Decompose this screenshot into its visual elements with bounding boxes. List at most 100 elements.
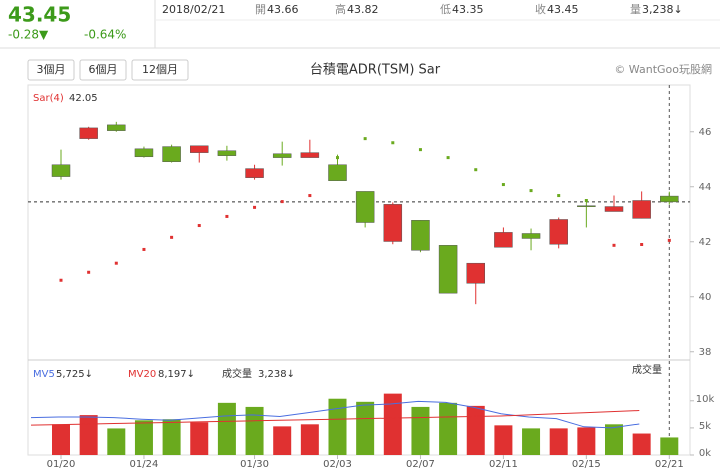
x-tick-label: 01/20 (47, 459, 76, 470)
volume-bar (660, 437, 679, 455)
sar-dot (280, 200, 284, 204)
sar-legend-value: 42.05 (69, 93, 98, 104)
sar-dot (446, 156, 450, 160)
candle-body (549, 219, 568, 245)
volume-panel-label: 成交量 (632, 363, 662, 376)
field-value: 3,238↓ (642, 3, 683, 16)
volume-bar (494, 425, 513, 455)
y-tick-label: 40 (699, 292, 712, 303)
volume-bar (632, 433, 651, 455)
sar-dot (612, 243, 616, 247)
volume-bar (577, 427, 596, 455)
sar-dot (584, 199, 588, 202)
range-button[interactable] (131, 59, 189, 81)
candle-body (438, 245, 458, 294)
candle-body (300, 152, 320, 158)
candle-body (190, 145, 209, 153)
volume-bar (356, 401, 375, 455)
y-tick-label: 46 (699, 127, 712, 138)
legend-value: 5,725↓ (56, 369, 93, 380)
candle-body (466, 262, 485, 284)
volume-bar (439, 402, 458, 455)
volume-bar (273, 426, 292, 455)
candle-body (577, 205, 596, 207)
x-tick-label: 02/07 (406, 459, 435, 470)
legend-value: 8,197↓ (158, 369, 195, 380)
sar-dot (640, 243, 644, 246)
candle-body (272, 153, 292, 158)
sar-dot (142, 247, 146, 251)
volume-bar (217, 402, 236, 455)
candle-body (494, 232, 513, 248)
range-button[interactable] (79, 59, 127, 81)
y-tick-label: 0k (699, 448, 711, 459)
volume-bar (79, 415, 98, 455)
y-tick-label: 5k (699, 421, 711, 432)
price-change: -0.28▼ (8, 28, 49, 42)
sar-dot (363, 137, 367, 141)
sar-dot (474, 168, 478, 172)
y-tick-label: 42 (699, 237, 712, 248)
range-button-label[interactable]: 3個月 (37, 63, 66, 76)
field-value: 43.45 (547, 3, 579, 16)
field-label: 高 (335, 2, 346, 16)
candle-body (51, 164, 71, 177)
sar-dot (418, 148, 422, 152)
range-button-label[interactable]: 12個月 (142, 63, 178, 76)
sar-dot (336, 156, 339, 160)
volume-bar (245, 406, 264, 455)
volume-bar (411, 406, 430, 455)
candle-body (521, 233, 541, 239)
x-tick-label: 02/11 (489, 459, 518, 470)
sar-legend-name: Sar(4) (33, 93, 64, 104)
price: 43.45 (8, 3, 71, 27)
sar-dot (391, 141, 395, 145)
candle-body (162, 146, 181, 162)
sar-dot (529, 189, 533, 193)
sar-dot (225, 214, 229, 218)
volume-bar (162, 419, 181, 455)
field-label: 量 (630, 3, 641, 16)
date: 2018/02/21 (162, 3, 225, 16)
legend-name: MV20 (128, 369, 156, 380)
candle-body (328, 164, 347, 181)
candle-body (660, 195, 679, 203)
y-tick-label: 10k (696, 394, 715, 405)
field-value: 43.66 (267, 3, 299, 16)
volume-legend-value: 3,238↓ (258, 369, 295, 380)
sar-dot (170, 235, 174, 239)
candle-body (245, 168, 264, 178)
x-tick-label: 01/24 (130, 459, 159, 470)
range-button[interactable] (27, 59, 75, 81)
volume-bar (107, 428, 126, 455)
volume-bar (134, 420, 153, 455)
y-tick-label: 38 (699, 347, 712, 358)
volume-bar (52, 424, 70, 455)
x-tick-label: 01/30 (240, 459, 269, 470)
field-value: 43.35 (452, 3, 484, 16)
sar-dot (253, 205, 257, 209)
candle-body (604, 206, 624, 212)
moving-average-line (30, 400, 640, 429)
volume-bar (300, 424, 319, 455)
candle-body (79, 127, 98, 139)
candle-body (355, 191, 375, 223)
sar-dot (501, 183, 505, 187)
range-button-label[interactable]: 6個月 (89, 63, 118, 76)
field-value: 43.82 (347, 3, 379, 16)
x-tick-label: 02/21 (655, 459, 684, 470)
candle-body (134, 148, 154, 158)
sar-dot (114, 261, 118, 265)
field-label: 低 (440, 3, 451, 16)
candle-body (632, 200, 651, 219)
volume-bar (522, 428, 541, 455)
sar-dot (667, 238, 671, 242)
volume-bar (190, 422, 209, 455)
percent-change: -0.64% (84, 28, 126, 42)
candle-body (107, 124, 126, 131)
volume-bar (466, 405, 485, 455)
sar-dot (557, 194, 561, 198)
y-tick-label: 44 (699, 182, 712, 193)
sar-dot (308, 194, 312, 198)
field-label: 開 (255, 3, 266, 16)
